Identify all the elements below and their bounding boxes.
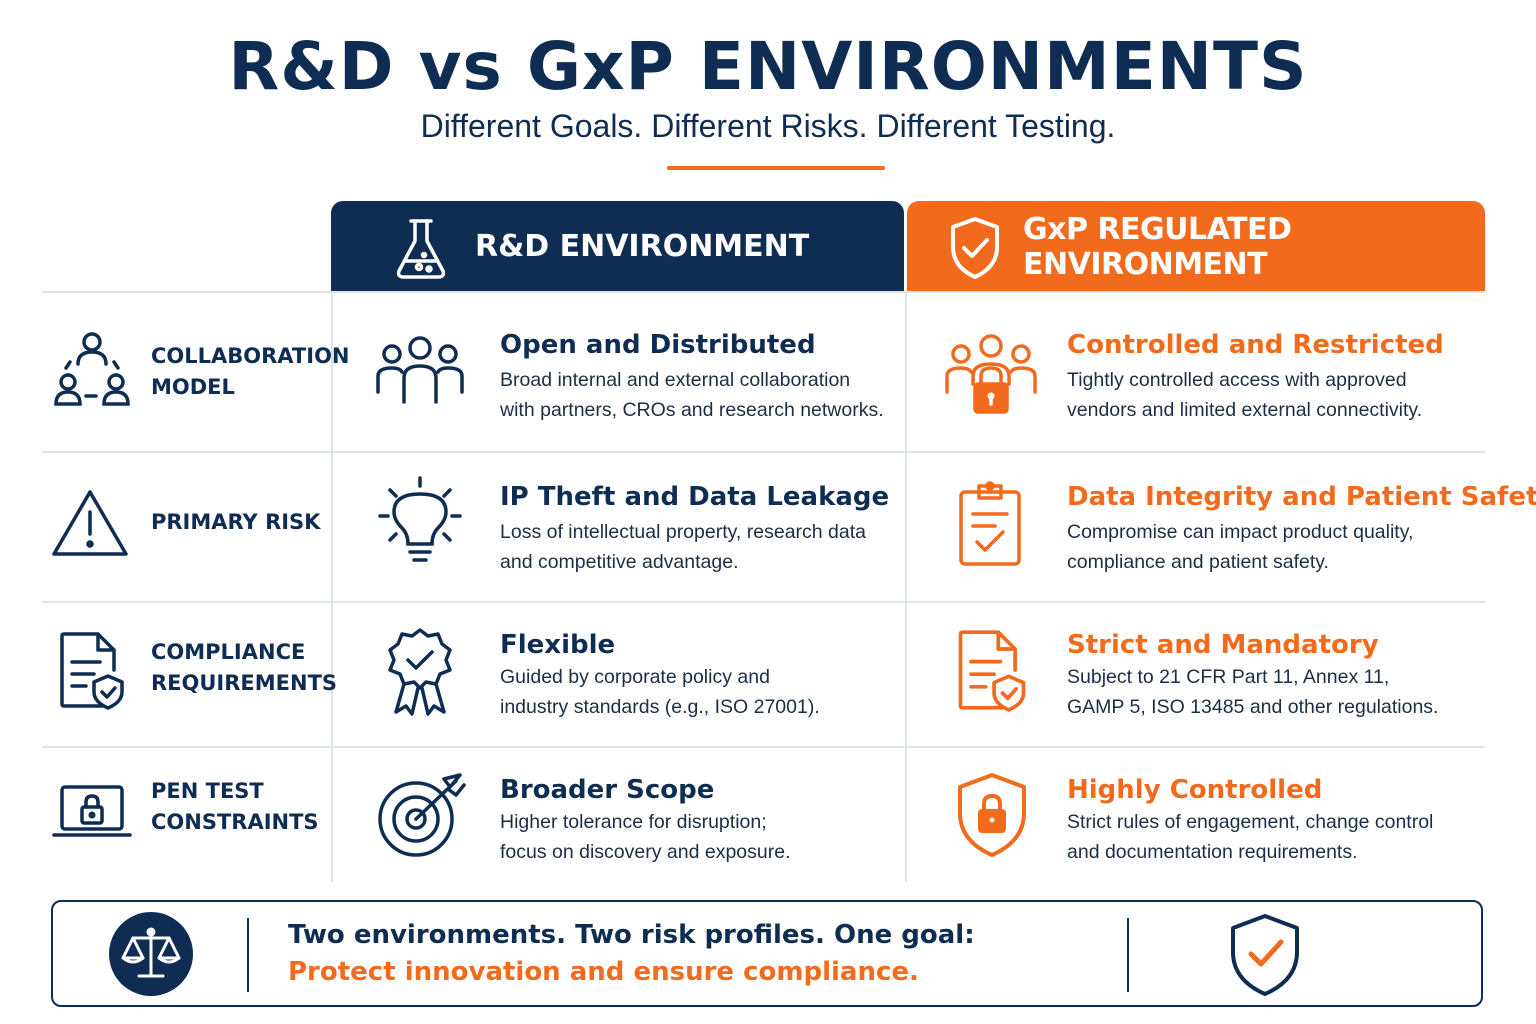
rd-column-label: R&D ENVIRONMENT [475,229,810,264]
clipboard-check-icon [957,480,1023,571]
page-subtitle: Different Goals. Different Risks. Differ… [420,108,1116,144]
gxp-cell-title: Strict and Mandatory [1067,630,1379,660]
warning-icon [50,488,130,563]
footer-divider [1127,918,1129,992]
shield-check-icon [1229,912,1301,1003]
rd-cell-title: Open and Distributed [500,330,816,360]
column-divider [905,292,907,882]
rd-cell-title: Flexible [500,630,616,660]
gxp-cell-desc: Strict rules of engagement, change contr… [1067,811,1434,863]
target-arrow-icon [378,773,466,864]
rd-cell-desc: Broad internal and external collaboratio… [500,369,884,421]
gxp-cell-desc: Compromise can impact product quality, c… [1067,521,1414,573]
collaboration-network-icon [50,330,130,415]
gxp-column-label: GxP REGULATED ENVIRONMENT [1023,211,1292,282]
document-shield-icon [956,628,1028,717]
page-title: R&D vs GxP ENVIRONMENTS [228,28,1308,105]
gxp-cell-title: Highly Controlled [1067,775,1323,805]
footer-banner: Two environments. Two risk profiles. One… [51,900,1483,1007]
shield-lock-icon [956,771,1028,864]
column-divider [331,292,333,882]
rd-cell-title: Broader Scope [500,775,715,805]
group-lock-icon [943,334,1039,419]
lightbulb-icon [378,474,462,571]
title-underline [667,166,885,170]
award-ribbon-icon [384,626,456,721]
row-divider [42,601,1485,603]
group-icon [374,336,466,409]
footer-divider [247,918,249,992]
gxp-column-header: GxP REGULATED ENVIRONMENT [907,201,1485,292]
row-divider [42,451,1485,453]
row-label: COLLABORATION MODEL [151,344,350,399]
gxp-cell-title: Data Integrity and Patient Safety [1067,482,1536,512]
document-shield-icon [58,630,126,715]
gxp-cell-title: Controlled and Restricted [1067,330,1444,360]
laptop-lock-icon [52,783,132,846]
flask-icon [391,213,451,291]
footer-line-1: Two environments. Two risk profiles. One… [288,920,975,950]
row-label: PRIMARY RISK [151,510,321,534]
rd-column-header: R&D ENVIRONMENT [331,201,904,292]
row-label: PEN TEST CONSTRAINTS [151,779,319,834]
gxp-cell-desc: Subject to 21 CFR Part 11, Annex 11, GAM… [1067,666,1439,718]
shield-check-icon [945,213,1005,291]
row-divider [42,291,1485,293]
rd-cell-title: IP Theft and Data Leakage [500,482,890,512]
rd-cell-desc: Guided by corporate policy and industry … [500,666,820,718]
rd-cell-desc: Higher tolerance for disruption; focus o… [500,811,791,863]
scales-icon [109,912,193,996]
row-label: COMPLIANCE REQUIREMENTS [151,640,338,695]
row-divider [42,746,1485,748]
rd-cell-desc: Loss of intellectual property, research … [500,521,867,573]
gxp-cell-desc: Tightly controlled access with approved … [1067,369,1423,421]
footer-line-2: Protect innovation and ensure compliance… [288,957,919,987]
